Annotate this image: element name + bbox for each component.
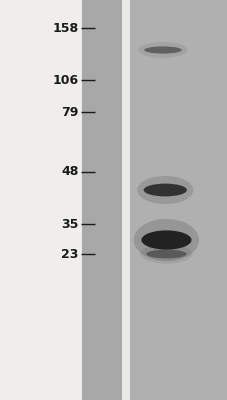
Text: 79: 79 [61, 106, 78, 118]
Ellipse shape [143, 46, 181, 54]
Bar [129, 0, 227, 400]
Text: 48: 48 [61, 166, 78, 178]
Ellipse shape [146, 250, 186, 258]
Ellipse shape [133, 219, 198, 261]
Text: 106: 106 [52, 74, 78, 86]
Bar [82, 0, 121, 400]
Ellipse shape [137, 176, 192, 204]
Text: 35: 35 [61, 218, 78, 230]
Text: 23: 23 [61, 248, 78, 260]
Ellipse shape [143, 184, 186, 196]
Ellipse shape [141, 230, 191, 250]
Ellipse shape [138, 42, 187, 58]
Text: 158: 158 [52, 22, 78, 34]
Bar [121, 0, 129, 400]
Ellipse shape [140, 244, 192, 264]
